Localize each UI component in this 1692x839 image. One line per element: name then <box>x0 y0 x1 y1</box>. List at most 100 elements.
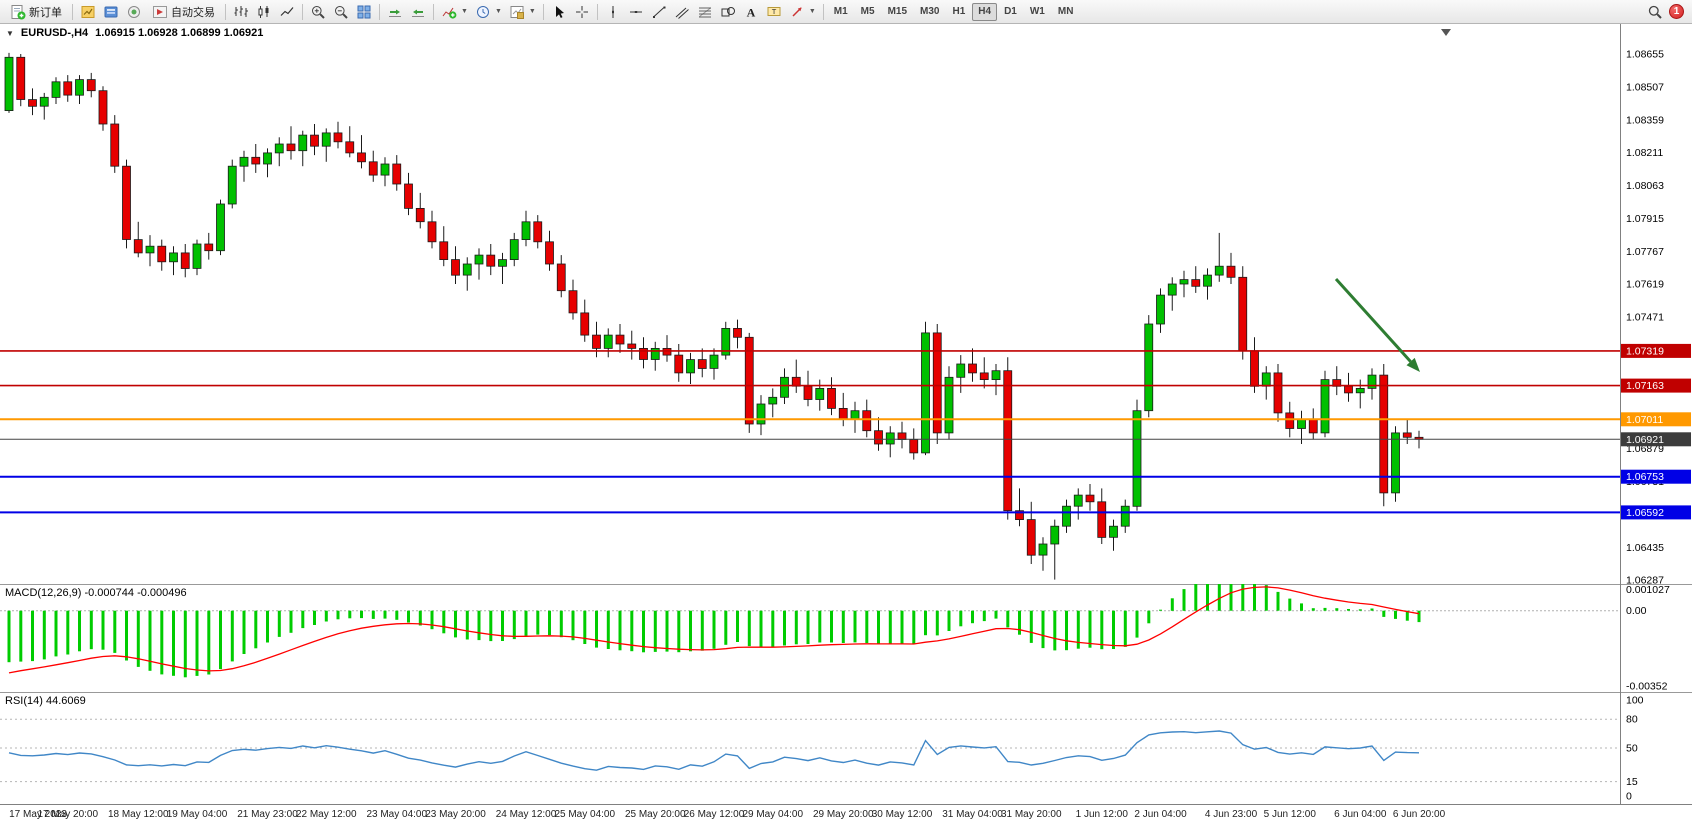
one-click-trading-toggle[interactable]: ▼ <box>6 28 14 38</box>
timeframe-button-m15[interactable]: M15 <box>887 6 908 17</box>
templates-button[interactable]: ▼ <box>506 2 539 22</box>
bear-candle <box>439 241 449 261</box>
macd-histogram-bar <box>982 610 986 622</box>
profiles-button[interactable] <box>100 2 122 22</box>
time-axis[interactable]: 17 May 2023 17 May 20:00 18 May 12:00 19 Ma… <box>0 804 1692 839</box>
price-badge <box>1621 343 1691 358</box>
auto-trading-label: 自动交易 <box>171 6 215 19</box>
timeframe-button-m1[interactable]: M1 <box>833 6 848 17</box>
fibonacci-button[interactable] <box>694 2 716 22</box>
horizontal-line-button[interactable] <box>625 2 647 22</box>
macd-histogram-bar <box>877 610 880 645</box>
macd-histogram-bar <box>7 610 11 663</box>
bar-chart-button[interactable] <box>230 2 252 22</box>
macd-histogram-bar <box>1229 584 1233 611</box>
macd-canvas[interactable]: 0.001027 0.00 -0.00352 <box>0 584 1692 692</box>
timeframe-button-d1[interactable]: D1 <box>1004 6 1017 17</box>
cursor-button[interactable] <box>548 2 570 22</box>
toolbar-separator <box>302 3 303 20</box>
macd-histogram-bar <box>183 610 187 678</box>
vertical-line-button[interactable] <box>602 2 624 22</box>
macd-signal-line <box>8 586 1420 674</box>
channel-icon <box>675 7 689 19</box>
time-axis-label: 30 May 12:00 <box>871 809 933 820</box>
price-badge-label: 1.06753 <box>1626 471 1664 483</box>
macd-histogram-bar <box>1241 584 1245 611</box>
channel-button[interactable] <box>671 2 693 22</box>
macd-histogram-bar <box>1217 584 1221 611</box>
time-axis-label: 23 May 20:00 <box>425 809 486 820</box>
macd-histogram-bar <box>489 610 493 642</box>
auto-scroll-button[interactable] <box>384 2 406 22</box>
search-icon[interactable] <box>1647 4 1663 20</box>
timeframe-button-h1[interactable]: H1 <box>952 6 966 17</box>
new-order-button[interactable]: 新订单 <box>4 2 68 22</box>
macd-histogram-bar <box>266 610 269 643</box>
macd-histogram-bar <box>407 610 410 623</box>
annotation-arrow-shaft[interactable] <box>1334 277 1412 363</box>
macd-panel[interactable]: 0.001027 0.00 -0.00352 MACD(12,26,9) -0.00… <box>0 584 1692 692</box>
crosshair-button[interactable] <box>571 2 593 22</box>
main-chart-canvas[interactable]: 1.08655 1.08507 1.08359 1.08211 1.08063 1.079… <box>0 24 1692 584</box>
price-tick-label: 1.08211 <box>1626 147 1663 159</box>
arrows-button[interactable]: ▼ <box>786 2 819 22</box>
timeframe-button-m5[interactable]: M5 <box>860 6 875 17</box>
community-button[interactable] <box>123 2 145 22</box>
new-chart-button[interactable] <box>77 2 99 22</box>
rsi-axis-label: 0 <box>1626 791 1632 803</box>
toolbar-separator <box>72 3 73 20</box>
bull-candle <box>1391 432 1400 494</box>
main-chart-panel[interactable]: 1.08655 1.08507 1.08359 1.08211 1.08063 1.079… <box>0 24 1692 584</box>
chart-shift-marker[interactable] <box>1441 29 1451 36</box>
bull-candle <box>509 239 519 261</box>
shapes-button[interactable] <box>717 2 739 22</box>
chart-shift-button[interactable] <box>407 2 429 22</box>
macd-histogram-bar <box>1018 610 1021 635</box>
bear-candle <box>1003 370 1013 512</box>
macd-histogram-bar <box>618 610 622 651</box>
macd-histogram-bar <box>289 610 293 633</box>
zoom-in-button[interactable] <box>307 2 329 22</box>
timeframe-button-h4[interactable]: H4 <box>972 2 998 21</box>
price-tick-label: 1.08063 <box>1626 180 1664 192</box>
macd-histogram-bar <box>830 610 833 643</box>
bull-candle <box>1179 279 1189 285</box>
notification-badge[interactable]: 1 <box>1669 4 1684 19</box>
bull-candle <box>462 263 472 276</box>
bear-candle <box>674 354 684 374</box>
indicators-button[interactable]: ▼ <box>438 2 471 22</box>
rsi-canvas[interactable]: 100 80 50 15 0 <box>0 692 1692 804</box>
macd-histogram-bar <box>301 610 305 629</box>
time-axis-label: 24 May 12:00 <box>495 809 557 820</box>
dropdown-caret-icon: ▼ <box>494 8 502 15</box>
toolbar-separator <box>433 3 434 20</box>
bull-candle <box>298 134 308 152</box>
text-button[interactable]: A <box>740 2 762 22</box>
line-chart-button[interactable] <box>276 2 298 22</box>
text-label-button[interactable]: T <box>763 2 785 22</box>
zoom-out-button[interactable] <box>330 2 352 22</box>
timeframe-button-w1[interactable]: W1 <box>1029 6 1045 17</box>
timeframe-button-m30[interactable]: M30 <box>920 6 940 17</box>
macd-histogram-bar <box>66 610 70 655</box>
macd-histogram-bar <box>383 610 387 619</box>
price-badge-label: 1.06592 <box>1626 507 1664 519</box>
macd-histogram-bar <box>430 610 434 630</box>
macd-histogram-bar <box>994 610 998 619</box>
candlestick-chart-button[interactable] <box>253 2 275 22</box>
bull-candle <box>192 243 202 269</box>
periods-button[interactable]: ▼ <box>472 2 505 22</box>
macd-histogram-bar <box>1405 610 1409 621</box>
bear-candle <box>368 161 378 176</box>
time-axis-label: 6 Jun 20:00 <box>1392 809 1446 820</box>
trendline-button[interactable] <box>648 2 670 22</box>
macd-histogram-bar <box>19 610 23 662</box>
price-tick-label: 1.06435 <box>1626 542 1664 554</box>
auto-trading-button[interactable]: 自动交易 <box>146 2 221 22</box>
fibonacci-icon <box>698 7 711 17</box>
timeframe-button-mn[interactable]: MN <box>1057 6 1074 17</box>
price-badge <box>1621 432 1691 447</box>
rsi-panel[interactable]: 100 80 50 15 0 RSI(14) 44.6069 <box>0 692 1692 804</box>
macd-histogram-bar <box>160 610 164 675</box>
tile-windows-button[interactable] <box>353 2 375 22</box>
